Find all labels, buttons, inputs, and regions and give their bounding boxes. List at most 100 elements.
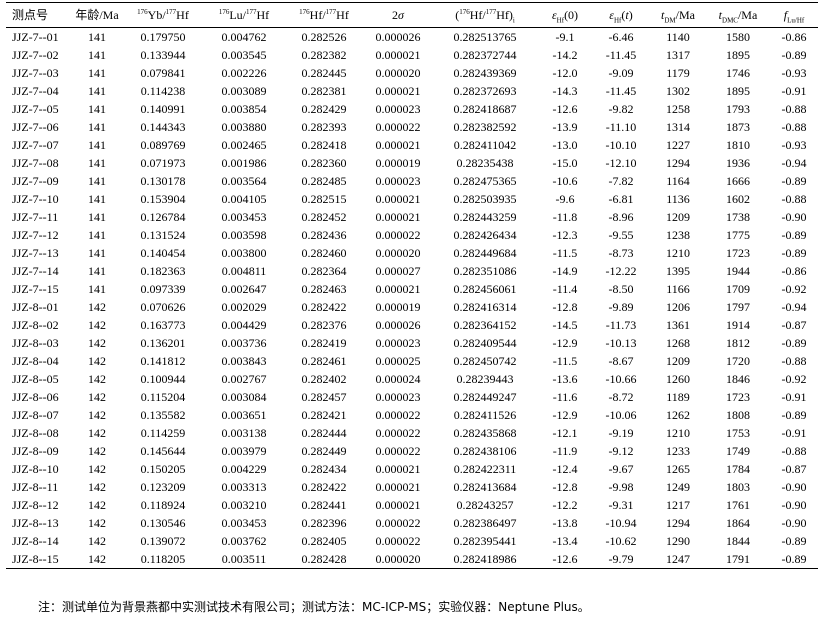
cell-f-lu-hf: -0.90 (781, 210, 807, 224)
cell-hf-hf: 0.282463 (301, 282, 347, 296)
header-lu-hf: 176Lu/177Hf (204, 2, 284, 28)
cell-2sigma: 0.000024 (375, 372, 421, 386)
cell-epsilon-hf-t: -10.94 (605, 516, 637, 530)
cell-yb-hf: 0.130546 (140, 516, 186, 530)
cell-hf-hf-initial: 0.28243257 (456, 498, 514, 512)
cell-hf-hf: 0.282428 (284, 550, 364, 569)
cell-yb-hf: 0.114259 (140, 426, 186, 440)
cell-epsilon-hf-t: -11.10 (605, 120, 637, 134)
cell-hf-hf-initial: 0.282372744 (453, 48, 517, 62)
cell-tdm: 1189 (666, 390, 690, 404)
cell-f-lu-hf: -0.94 (781, 156, 807, 170)
cell-f-lu-hf: -0.88 (781, 444, 807, 458)
cell-hf-hf: 0.282434 (301, 462, 347, 476)
cell-tdmc: 1812 (726, 336, 750, 350)
table-row: JJZ-7--05 141 0.140991 0.003854 0.282429 0.00… (6, 100, 818, 118)
cell-epsilon-hf-0: -13.4 (552, 534, 578, 548)
cell-tdmc: 1602 (726, 192, 750, 206)
table-row: JJZ-7--11 141 0.126784 0.003453 0.282452 0.00… (6, 208, 818, 226)
cell-lu-hf: 0.002465 (221, 138, 267, 152)
cell-lu-hf: 0.003453 (221, 210, 267, 224)
cell-epsilon-hf-0: -12.6 (552, 102, 578, 116)
cell-tdmc: 1944 (726, 264, 750, 278)
cell-tdmc: 1738 (726, 210, 750, 224)
header-tdm: tDM/Ma (650, 2, 706, 28)
cell-f-lu-hf: -0.94 (781, 300, 807, 314)
cell-yb-hf: 0.153904 (140, 192, 186, 206)
cell-2sigma: 0.000023 (375, 102, 421, 116)
cell-hf-hf-initial: 0.282409544 (453, 336, 517, 350)
table-row: JJZ-8--08 142 0.114259 0.003138 0.282444 0.00… (6, 424, 818, 442)
cell-epsilon-hf-t: -9.82 (608, 102, 634, 116)
cell-tdm: 1294 (666, 156, 690, 170)
cell-lu-hf: 0.003313 (221, 480, 267, 494)
cell-age: 142 (72, 550, 122, 569)
cell-lu-hf: 0.003453 (221, 516, 267, 530)
table-row: JJZ-7--03 141 0.079841 0.002226 0.282445 0.00… (6, 64, 818, 82)
cell-2sigma: 0.000025 (375, 354, 421, 368)
cell-tdm: 1268 (666, 336, 690, 350)
cell-2sigma: 0.000023 (375, 174, 421, 188)
table-row: JJZ-7--12 141 0.131524 0.003598 0.282436 0.00… (6, 226, 818, 244)
cell-hf-hf: 0.282460 (301, 246, 347, 260)
cell-point-id: JJZ-7--13 (12, 246, 59, 260)
cell-age: 141 (88, 120, 106, 134)
cell-2sigma: 0.000019 (375, 300, 421, 314)
cell-2sigma: 0.000019 (375, 156, 421, 170)
cell-epsilon-hf-0: -12.8 (552, 480, 578, 494)
cell-tdm: 1233 (666, 444, 690, 458)
cell-tdm: 1260 (666, 372, 690, 386)
cell-age: 142 (88, 354, 106, 368)
cell-epsilon-hf-t: -9.67 (608, 462, 634, 476)
cell-epsilon-hf-t: -11.45 (605, 84, 637, 98)
cell-hf-hf-initial: 0.282426434 (453, 228, 517, 242)
cell-tdm: 1166 (666, 282, 690, 296)
cell-epsilon-hf-0: -10.6 (552, 174, 578, 188)
header-age: 年龄/Ma (72, 2, 122, 28)
cell-2sigma: 0.000026 (375, 30, 421, 44)
cell-point-id: JJZ-7--06 (12, 120, 59, 134)
cell-epsilon-hf-0: -13.6 (552, 372, 578, 386)
cell-hf-hf: 0.282436 (301, 228, 347, 242)
cell-tdmc: 1873 (726, 120, 750, 134)
table-row: JJZ-7--10 141 0.153904 0.004105 0.282515 0.00… (6, 190, 818, 208)
cell-f-lu-hf: -0.93 (781, 138, 807, 152)
cell-tdm: 1238 (666, 228, 690, 242)
cell-epsilon-hf-t: -9.19 (608, 426, 634, 440)
table-row: JJZ-8--04 142 0.141812 0.003843 0.282461 0.00… (6, 352, 818, 370)
table-row: JJZ-8--15 142 0.118205 0.003511 0.282428 0.00… (6, 550, 818, 569)
cell-2sigma: 0.000027 (375, 264, 421, 278)
cell-tdm: 1302 (666, 84, 690, 98)
cell-2sigma: 0.000022 (375, 408, 421, 422)
cell-lu-hf: 0.003762 (221, 534, 267, 548)
cell-hf-hf-initial: 0.282372693 (453, 84, 517, 98)
cell-hf-hf: 0.282429 (301, 102, 347, 116)
cell-tdm: 1395 (666, 264, 690, 278)
cell-age: 142 (88, 426, 106, 440)
cell-age: 141 (88, 156, 106, 170)
cell-tdm: 1140 (666, 30, 690, 44)
cell-lu-hf: 0.003843 (221, 354, 267, 368)
table-row: JJZ-8--11 142 0.123209 0.003313 0.282422 0.00… (6, 478, 818, 496)
cell-2sigma: 0.000022 (375, 534, 421, 548)
cell-2sigma: 0.000020 (375, 66, 421, 80)
cell-age: 142 (88, 444, 106, 458)
cell-tdmc: 1775 (726, 228, 750, 242)
cell-epsilon-hf-0: -11.4 (552, 282, 578, 296)
cell-hf-hf-initial: 0.282418687 (453, 102, 517, 116)
cell-hf-hf: 0.282419 (301, 336, 347, 350)
cell-tdmc: 1895 (726, 84, 750, 98)
cell-hf-hf: 0.282452 (301, 210, 347, 224)
cell-tdmc: 1580 (726, 30, 750, 44)
table-row: JJZ-8--14 142 0.139072 0.003762 0.282405 0.00… (6, 532, 818, 550)
cell-f-lu-hf: -0.89 (770, 550, 818, 569)
cell-hf-hf-initial: 0.282435868 (453, 426, 517, 440)
cell-point-id: JJZ-7--04 (12, 84, 59, 98)
cell-hf-hf-initial: 0.282439369 (453, 66, 517, 80)
cell-hf-hf: 0.282396 (301, 516, 347, 530)
cell-point-id: JJZ-7--11 (12, 210, 59, 224)
cell-tdmc: 1914 (726, 318, 750, 332)
cell-epsilon-hf-0: -11.8 (552, 210, 578, 224)
cell-f-lu-hf: -0.87 (781, 462, 807, 476)
cell-point-id: JJZ-8--03 (12, 336, 59, 350)
